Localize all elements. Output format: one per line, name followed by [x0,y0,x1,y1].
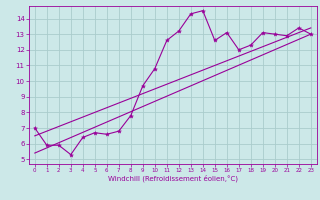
X-axis label: Windchill (Refroidissement éolien,°C): Windchill (Refroidissement éolien,°C) [108,175,238,182]
